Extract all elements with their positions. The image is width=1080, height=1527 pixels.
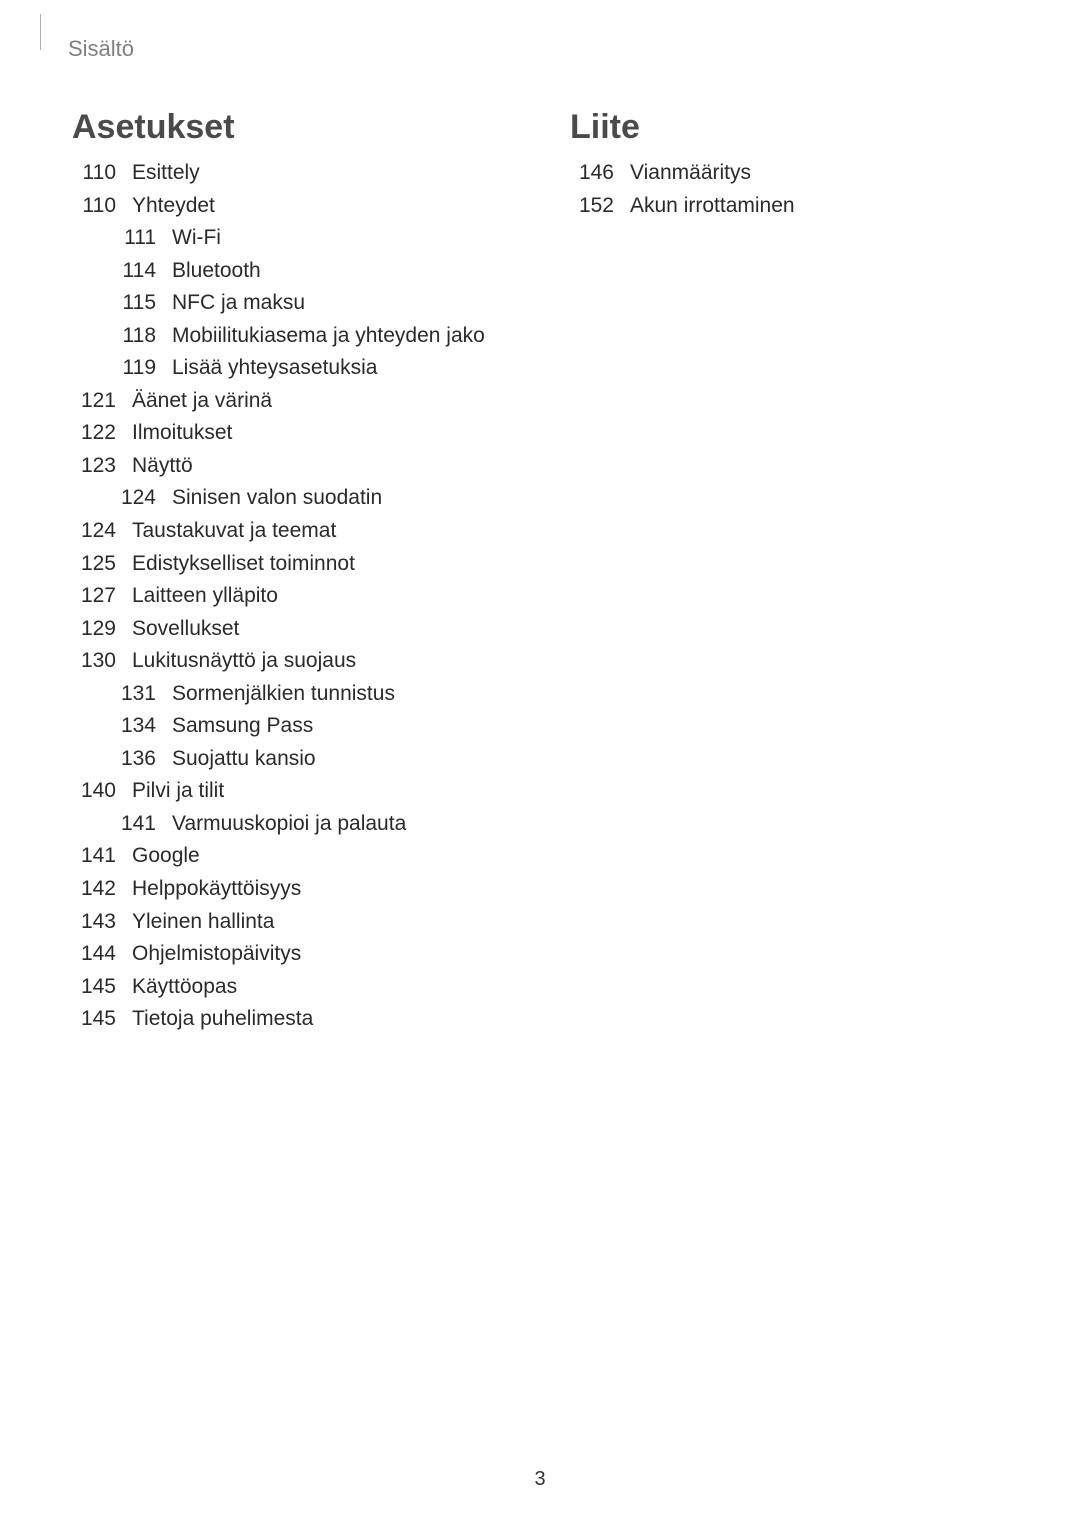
toc-entry-page: 140 <box>72 775 116 808</box>
toc-entry[interactable]: 141 Google <box>72 840 510 873</box>
toc-entry-page: 124 <box>72 515 116 548</box>
toc-entry[interactable]: 141 Varmuuskopioi ja palauta <box>112 808 510 841</box>
toc-entry-title: Lukitusnäyttö ja suojaus <box>132 645 356 678</box>
toc-entry-title: Wi-Fi <box>172 222 221 255</box>
toc-entry-page: 122 <box>72 417 116 450</box>
toc-entry-page: 141 <box>112 808 156 841</box>
toc-entry-page: 152 <box>570 190 614 223</box>
toc-entry-page: 115 <box>112 287 156 320</box>
toc-entry-title: Sormenjälkien tunnistus <box>172 678 395 711</box>
toc-entry-title: Google <box>132 840 200 873</box>
toc-entry[interactable]: 142 Helppokäyttöisyys <box>72 873 510 906</box>
toc-entry[interactable]: 143 Yleinen hallinta <box>72 906 510 939</box>
toc-entry-title: Ohjelmistopäivitys <box>132 938 301 971</box>
toc-entry-title: Näyttö <box>132 450 193 483</box>
toc-entry-title: Mobiilitukiasema ja yhteyden jako <box>172 320 485 353</box>
toc-entry-page: 125 <box>72 548 116 581</box>
toc-entry-title: Käyttöopas <box>132 971 237 1004</box>
toc-entry[interactable]: 115 NFC ja maksu <box>112 287 510 320</box>
toc-entry-title: Esittely <box>132 157 200 190</box>
toc-entry-title: Suojattu kansio <box>172 743 316 776</box>
toc-entries: 110 Esittely 110 Yhteydet111 Wi-Fi 114 Bluetoo… <box>72 157 510 1036</box>
toc-entry[interactable]: 122 Ilmoitukset <box>72 417 510 450</box>
toc-entry[interactable]: 111 Wi-Fi <box>112 222 510 255</box>
toc-entry[interactable]: 127 Laitteen ylläpito <box>72 580 510 613</box>
toc-entry-title: Laitteen ylläpito <box>132 580 278 613</box>
toc-entry[interactable]: 140 Pilvi ja tilit <box>72 775 510 808</box>
toc-entry[interactable]: 124 Taustakuvat ja teemat <box>72 515 510 548</box>
toc-entry-page: 144 <box>72 938 116 971</box>
toc-entry-title: NFC ja maksu <box>172 287 305 320</box>
toc-entry-title: Sinisen valon suodatin <box>172 482 382 515</box>
toc-entry-page: 142 <box>72 873 116 906</box>
toc-content: Asetukset 110 Esittely 110 Yhteydet111 Wi-Fi… <box>72 108 1008 1036</box>
toc-entry[interactable]: 134 Samsung Pass <box>112 710 510 743</box>
header-label: Sisältö <box>68 36 134 62</box>
toc-entry[interactable]: 125 Edistykselliset toiminnot <box>72 548 510 581</box>
toc-entry-page: 134 <box>112 710 156 743</box>
toc-entry[interactable]: 119 Lisää yhteysasetuksia <box>112 352 510 385</box>
toc-entry-page: 145 <box>72 971 116 1004</box>
toc-entry-title: Bluetooth <box>172 255 261 288</box>
header-divider <box>40 14 41 50</box>
toc-entry-page: 141 <box>72 840 116 873</box>
toc-column-left: Asetukset 110 Esittely 110 Yhteydet111 Wi-Fi… <box>72 108 510 1036</box>
toc-entry-title: Vianmääritys <box>630 157 751 190</box>
toc-entry-page: 145 <box>72 1003 116 1036</box>
toc-entry-title: Samsung Pass <box>172 710 313 743</box>
toc-entry-page: 123 <box>72 450 116 483</box>
toc-entry[interactable]: 121 Äänet ja värinä <box>72 385 510 418</box>
toc-entries: 146 Vianmääritys 152 Akun irrottaminen <box>570 157 1008 222</box>
toc-entry-title: Pilvi ja tilit <box>132 775 224 808</box>
toc-entry-page: 118 <box>112 320 156 353</box>
toc-entry-page: 131 <box>112 678 156 711</box>
toc-entry[interactable]: 136 Suojattu kansio <box>112 743 510 776</box>
toc-entry-page: 114 <box>112 255 156 288</box>
toc-entry[interactable]: 145 Tietoja puhelimesta <box>72 1003 510 1036</box>
toc-entry[interactable]: 152 Akun irrottaminen <box>570 190 1008 223</box>
toc-entry-page: 143 <box>72 906 116 939</box>
section-title: Asetukset <box>72 108 510 147</box>
toc-entry-page: 136 <box>112 743 156 776</box>
toc-entry-title: Äänet ja värinä <box>132 385 272 418</box>
toc-entry-page: 129 <box>72 613 116 646</box>
toc-entry-page: 121 <box>72 385 116 418</box>
toc-entry-page: 127 <box>72 580 116 613</box>
toc-entry[interactable]: 144 Ohjelmistopäivitys <box>72 938 510 971</box>
toc-entry[interactable]: 131 Sormenjälkien tunnistus <box>112 678 510 711</box>
toc-column-right: Liite 146 Vianmääritys 152 Akun irrottamine… <box>570 108 1008 1036</box>
toc-entry-title: Yleinen hallinta <box>132 906 274 939</box>
toc-entry-title: Edistykselliset toiminnot <box>132 548 355 581</box>
toc-entry-title: Sovellukset <box>132 613 239 646</box>
toc-entry-page: 119 <box>112 352 156 385</box>
section-title: Liite <box>570 108 1008 147</box>
toc-entry-title: Taustakuvat ja teemat <box>132 515 336 548</box>
toc-entry-page: 110 <box>72 190 116 223</box>
toc-entry[interactable]: 110 Yhteydet <box>72 190 510 223</box>
toc-entry[interactable]: 130 Lukitusnäyttö ja suojaus <box>72 645 510 678</box>
toc-entry-title: Ilmoitukset <box>132 417 232 450</box>
page-number: 3 <box>0 1468 1080 1491</box>
toc-entry-page: 124 <box>112 482 156 515</box>
toc-entry[interactable]: 110 Esittely <box>72 157 510 190</box>
toc-entry[interactable]: 118 Mobiilitukiasema ja yhteyden jako <box>112 320 510 353</box>
toc-entry-page: 130 <box>72 645 116 678</box>
toc-entry[interactable]: 124 Sinisen valon suodatin <box>112 482 510 515</box>
toc-entry[interactable]: 123 Näyttö <box>72 450 510 483</box>
toc-entry-page: 110 <box>72 157 116 190</box>
toc-entry[interactable]: 146 Vianmääritys <box>570 157 1008 190</box>
toc-entry-title: Helppokäyttöisyys <box>132 873 301 906</box>
toc-entry-title: Lisää yhteysasetuksia <box>172 352 377 385</box>
toc-entry-title: Varmuuskopioi ja palauta <box>172 808 406 841</box>
toc-entry-title: Yhteydet <box>132 190 215 223</box>
toc-entry-title: Akun irrottaminen <box>630 190 795 223</box>
toc-entry[interactable]: 114 Bluetooth <box>112 255 510 288</box>
toc-entry-page: 111 <box>112 222 156 255</box>
toc-entry-title: Tietoja puhelimesta <box>132 1003 313 1036</box>
toc-entry[interactable]: 129 Sovellukset <box>72 613 510 646</box>
toc-entry[interactable]: 145 Käyttöopas <box>72 971 510 1004</box>
toc-entry-page: 146 <box>570 157 614 190</box>
